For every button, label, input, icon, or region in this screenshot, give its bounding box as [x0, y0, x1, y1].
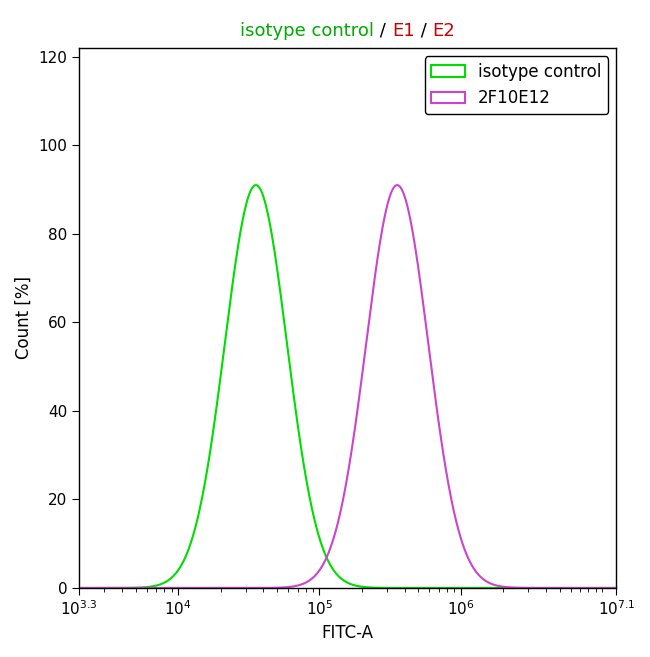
Text: E2: E2: [432, 22, 455, 40]
X-axis label: FITC-A: FITC-A: [322, 624, 374, 642]
Y-axis label: Count [%]: Count [%]: [15, 277, 33, 359]
Text: /: /: [374, 22, 392, 40]
Text: /: /: [415, 22, 432, 40]
Legend: isotype control, 2F10E12: isotype control, 2F10E12: [424, 57, 608, 114]
Text: E1: E1: [392, 22, 415, 40]
Text: isotype control: isotype control: [240, 22, 374, 40]
